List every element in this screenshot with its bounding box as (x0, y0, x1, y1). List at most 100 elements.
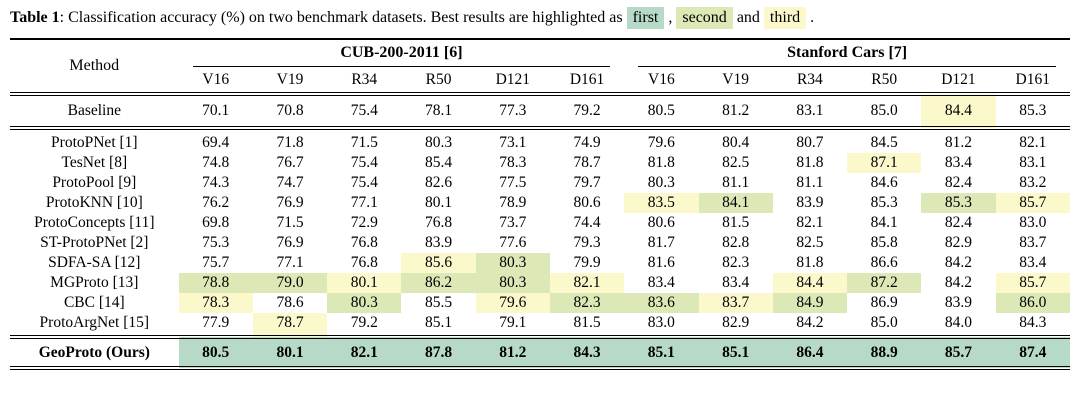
value-cell: 84.2 (944, 274, 972, 291)
value-cell: 80.1 (252, 335, 328, 368)
backbone-column-header: V16 (624, 67, 699, 96)
value-cell: 82.1 (327, 335, 402, 368)
value-cell: 78.9 (499, 194, 527, 211)
backbone-column-header: D121 (475, 67, 550, 96)
value-cell: 77.1 (276, 254, 304, 271)
value-cell: 81.1 (796, 174, 824, 191)
value-cell: 82.5 (722, 154, 750, 171)
table-row: MGProto [13] 78.8 79.0 80.1 86.2 80.3 82.1 83.4… (10, 273, 1070, 293)
dataset-group-label: CUB-200-2011 [6] (192, 41, 611, 67)
value-cell: 82.8 (722, 234, 750, 251)
value-cell: 79.6 (647, 134, 675, 151)
backbone-column-header: V19 (698, 67, 773, 96)
value-cell: 70.1 (178, 94, 253, 130)
value-cell: 82.6 (424, 174, 453, 191)
method-cell: GeoProto (Ours) (10, 335, 179, 368)
value-cell: 88.9 (847, 335, 922, 368)
value-cell: 78.7 (573, 154, 601, 171)
value-cell: 80.4 (722, 134, 750, 151)
value-cell: 87.1 (847, 153, 922, 173)
value-cell: 83.4 (1019, 254, 1047, 271)
value-cell: 72.9 (350, 214, 378, 231)
value-cell: 85.8 (870, 234, 898, 251)
value-cell: 83.6 (624, 293, 699, 313)
method-cell: SDFA-SA [12] (48, 254, 141, 271)
value-cell: 85.1 (624, 335, 699, 368)
value-cell: 78.1 (401, 94, 476, 130)
value-cell: 83.4 (722, 274, 750, 291)
backbone-column-header: R50 (847, 67, 922, 96)
value-cell: 81.1 (722, 174, 750, 191)
backbone-column-header: D161 (995, 67, 1070, 96)
legend-chip-first: first (626, 7, 665, 29)
value-cell: 83.2 (1019, 174, 1047, 191)
value-cell: 71.8 (276, 134, 304, 151)
value-cell: 86.9 (870, 294, 898, 311)
value-cell: 82.1 (549, 273, 625, 293)
value-cell: 81.5 (722, 214, 750, 231)
paper-table-figure: Table 1: Classification accuracy (%) on … (0, 7, 1080, 370)
table-row: ST-ProtoPNet [2] 75.3 76.9 76.8 83.9 77.6 79.3… (10, 233, 1070, 253)
value-cell: 84.9 (772, 293, 848, 313)
value-cell: 73.7 (499, 214, 527, 231)
value-cell: 84.6 (870, 174, 898, 191)
value-cell: 85.5 (424, 294, 453, 311)
method-cell: Baseline (10, 94, 179, 130)
value-cell: 77.3 (475, 94, 550, 130)
legend-chips: first , second and third . (626, 7, 814, 29)
value-cell: 75.4 (350, 154, 378, 171)
backbone-column-header: R34 (327, 67, 402, 96)
header-backbone-row: V16 V19 R34 R50 D121 D161 V16 V19 R34 R50 D121 D161 (10, 67, 1070, 96)
value-cell: 78.3 (499, 154, 527, 171)
value-cell: 84.5 (870, 134, 898, 151)
value-cell: 69.8 (202, 214, 230, 231)
value-cell: 84.4 (921, 94, 996, 130)
value-cell: 79.9 (573, 254, 601, 271)
value-cell: 85.7 (921, 335, 996, 368)
value-cell: 76.8 (350, 254, 378, 271)
value-cell: 85.3 (995, 94, 1070, 130)
value-cell: 79.0 (252, 273, 328, 293)
value-cell: 80.6 (647, 214, 675, 231)
value-cell: 74.9 (573, 134, 601, 151)
value-cell: 80.5 (624, 94, 699, 130)
method-cell: TesNet [8] (61, 154, 128, 171)
value-cell: 74.3 (202, 174, 230, 191)
method-cell: ProtoPNet [1] (51, 134, 138, 151)
value-cell: 81.2 (475, 335, 550, 368)
method-cell: ST-ProtoPNet [2] (40, 234, 149, 251)
value-cell: 85.1 (698, 335, 773, 368)
value-cell: 80.3 (424, 134, 453, 151)
backbone-column-header: R34 (772, 67, 848, 96)
value-cell: 82.1 (1019, 134, 1047, 151)
method-cell: ProtoConcepts [11] (34, 214, 155, 231)
value-cell: 83.9 (796, 194, 824, 211)
value-cell: 81.6 (647, 254, 675, 271)
method-cell: ProtoPool [9] (52, 174, 137, 191)
value-cell: 81.2 (944, 134, 972, 151)
value-cell: 74.4 (573, 214, 601, 231)
value-cell: 84.3 (549, 335, 625, 368)
value-cell: 78.6 (276, 294, 304, 311)
value-cell: 81.7 (647, 234, 675, 251)
backbone-column-header: D121 (921, 67, 996, 96)
value-cell: 86.2 (401, 273, 476, 293)
legend-chip-third: third (763, 7, 807, 29)
value-cell: 80.3 (475, 253, 550, 273)
value-cell: 86.6 (870, 254, 898, 271)
results-table: Method CUB-200-2011 [6] Stanford Cars [7] V… (10, 38, 1070, 370)
value-cell: 82.4 (944, 174, 972, 191)
value-cell: 75.4 (327, 94, 402, 130)
value-cell: 81.8 (796, 154, 824, 171)
value-cell: 79.1 (499, 314, 527, 331)
value-cell: 76.2 (202, 194, 230, 211)
value-cell: 81.5 (573, 314, 601, 331)
value-cell: 84.2 (796, 314, 824, 331)
value-cell: 79.3 (573, 234, 601, 251)
dataset-group-label: Stanford Cars [7] (638, 41, 1056, 67)
backbone-column-header: V16 (178, 67, 253, 96)
value-cell: 84.1 (698, 193, 773, 213)
value-cell: 76.8 (350, 234, 378, 251)
value-cell: 81.8 (647, 154, 675, 171)
value-cell: 78.3 (178, 293, 253, 313)
